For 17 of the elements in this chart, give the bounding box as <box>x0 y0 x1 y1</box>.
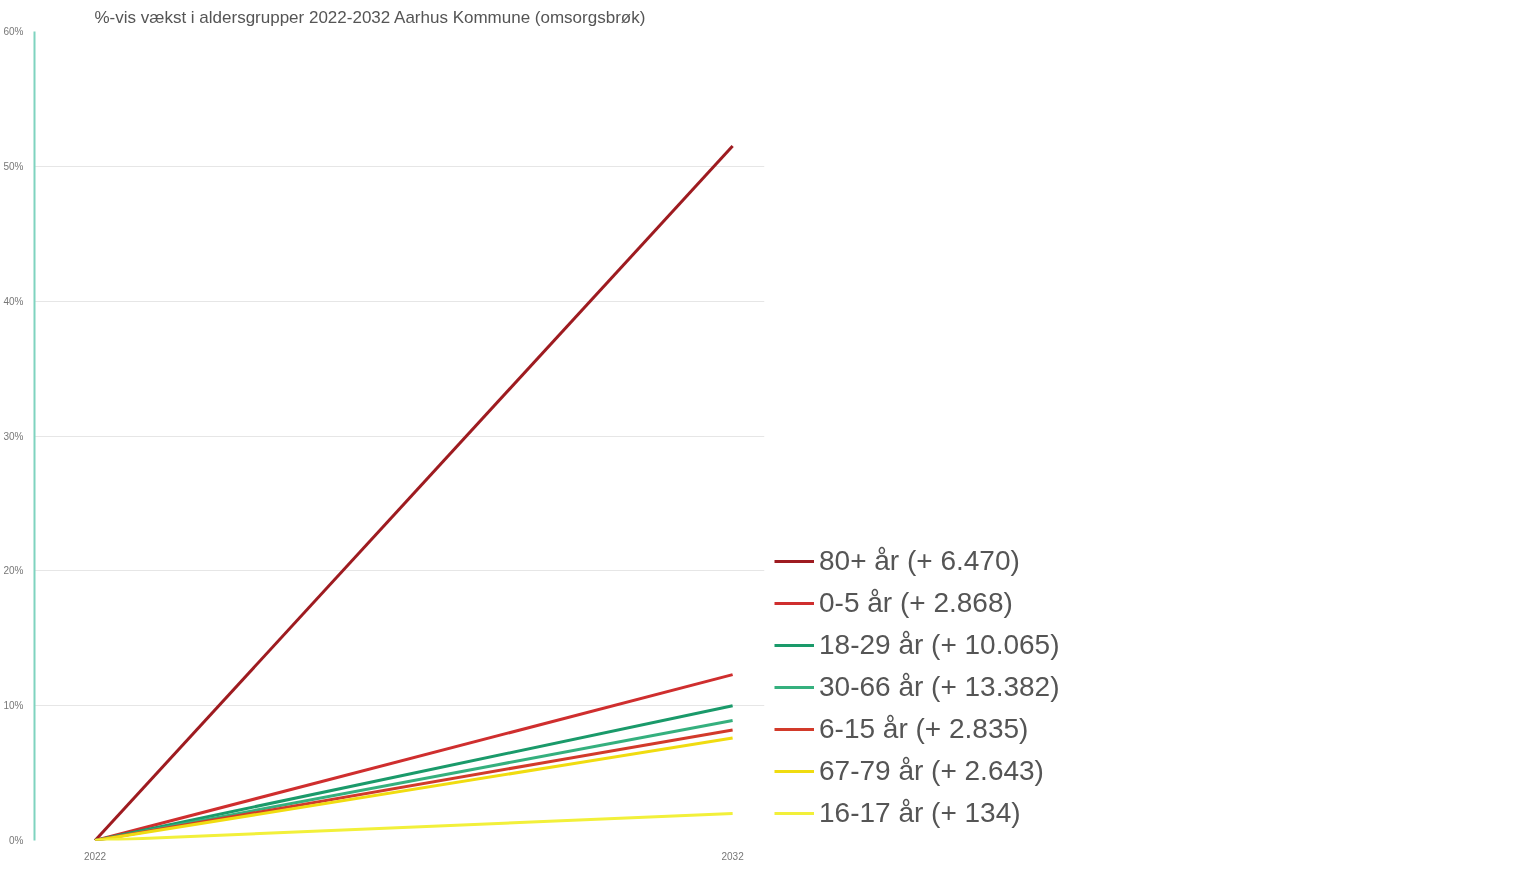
legend-label: 67-79 år (+ 2.643) <box>819 754 1044 788</box>
y-tick-label: 10% <box>3 700 24 712</box>
y-tick-label: 20% <box>3 565 24 577</box>
legend-label: 16-17 år (+ 134) <box>819 796 1021 830</box>
legend-label: 30-66 år (+ 13.382) <box>819 670 1060 704</box>
legend-label: 18-29 år (+ 10.065) <box>819 628 1060 662</box>
y-tick-label: 30% <box>3 430 24 442</box>
y-tick-label: 0% <box>9 835 24 846</box>
y-tick-label: 50% <box>3 160 24 172</box>
y-tick-label: 60% <box>3 26 24 37</box>
chart-title: %-vis vækst i aldersgrupper 2022-2032 Aarhus Kommune (omsorgsbrøk) <box>94 7 646 27</box>
x-tick-label: 2032 <box>721 850 745 862</box>
legend-label: 0-5 år (+ 2.868) <box>819 586 1013 620</box>
legend-label: 6-15 år (+ 2.835) <box>819 712 1029 746</box>
x-tick-label: 2022 <box>83 850 107 862</box>
legend-label: 80+ år (+ 6.470) <box>819 544 1020 578</box>
y-tick-label: 40% <box>3 295 24 307</box>
